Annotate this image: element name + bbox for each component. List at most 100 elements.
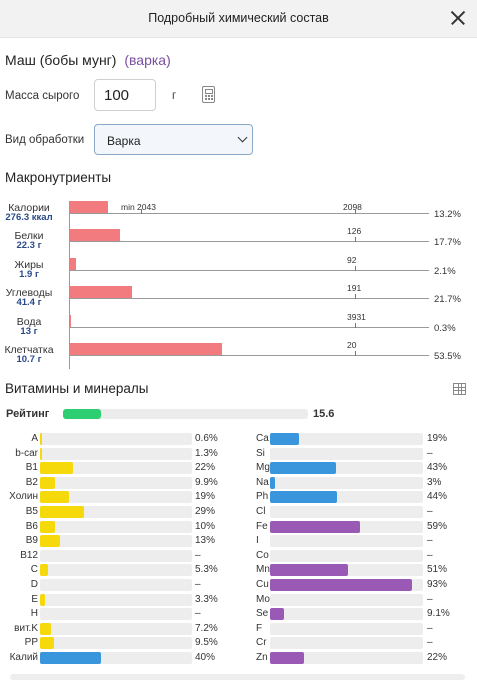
- macro-value: 1.9 г: [19, 268, 39, 280]
- nutrient-fill: [270, 462, 336, 475]
- processing-selected: Варка: [107, 134, 141, 148]
- nutrient-percent: –: [195, 579, 201, 590]
- nutrient-percent: 7.2%: [195, 622, 218, 634]
- macro-norm: 92: [347, 254, 357, 265]
- nutrient-percent: 22%: [195, 462, 216, 474]
- nutrient-name: E: [31, 593, 38, 605]
- nutrient-name: B9: [25, 535, 38, 547]
- calculator-icon[interactable]: [202, 86, 215, 103]
- nutrient-name: C: [30, 564, 38, 576]
- nutrient-name: Zn: [256, 652, 268, 663]
- macro-axis-line: [70, 213, 429, 214]
- nutrient-fill: [40, 652, 101, 664]
- nutrient-bar: [270, 579, 423, 591]
- macro-value: 276.3 ккал: [5, 212, 53, 223]
- rating-bar: [63, 409, 308, 419]
- nutrient-percent: 44%: [427, 491, 448, 503]
- macro-norm-tick: [355, 294, 356, 300]
- mass-label: Масса сырого: [5, 90, 80, 102]
- nutrient-percent: 5.3%: [195, 564, 218, 576]
- nutrient-fill: [270, 476, 275, 489]
- nutrient-fill: [40, 520, 55, 533]
- nutrient-bar: [40, 535, 192, 548]
- dialog-title: Подробный химический состав: [148, 11, 329, 25]
- nutrient-name: Fe: [256, 520, 268, 532]
- mass-input[interactable]: [94, 79, 156, 111]
- nutrient-bar: [40, 520, 192, 533]
- macro-axis-vertical: [69, 201, 70, 370]
- nutrient-name: Co: [256, 549, 269, 561]
- nutrient-bar: [270, 608, 423, 621]
- macro-percent: 21.7%: [434, 294, 461, 306]
- nutrient-bar: [40, 608, 192, 621]
- nutrient-bar: [40, 652, 192, 664]
- nutrient-name: B1: [25, 462, 38, 474]
- macro-norm: 191: [347, 283, 362, 294]
- macro-norm: 3931: [347, 311, 366, 322]
- nutrient-name: Na: [256, 476, 269, 488]
- nutrient-percent: 93%: [427, 579, 448, 590]
- nutrient-bar: [40, 433, 192, 445]
- table-icon[interactable]: [453, 383, 466, 395]
- nutrient-bar: [270, 433, 423, 445]
- macro-norm: 126: [347, 226, 362, 237]
- nutrient-fill: [270, 491, 337, 504]
- nutrient-percent: 9.1%: [427, 608, 450, 620]
- nutrient-name: Cu: [256, 579, 269, 590]
- macro-name: Калории: [8, 202, 50, 214]
- macro-norm: 20: [347, 340, 357, 350]
- nutrient-fill: [40, 462, 73, 475]
- processing-select[interactable]: Варка: [94, 124, 253, 155]
- nutrient-percent: –: [427, 506, 433, 517]
- nutrient-bar: [270, 652, 423, 664]
- nutrient-bar: [270, 549, 423, 562]
- macro-percent: 13.2%: [434, 209, 461, 220]
- nutrient-percent: 9.5%: [195, 637, 218, 649]
- nutrient-fill: [40, 447, 42, 460]
- close-icon[interactable]: [446, 6, 470, 30]
- nutrient-fill: [270, 608, 284, 621]
- nutrient-percent: 51%: [427, 564, 448, 576]
- nutrient-percent: 40%: [195, 652, 216, 663]
- rating-fill: [63, 409, 101, 419]
- nutrient-percent: 1.3%: [195, 447, 218, 459]
- macro-max-label: 2098: [343, 202, 362, 212]
- macro-min-label: min 2043: [121, 202, 156, 212]
- chevron-down-icon: [237, 132, 248, 143]
- nutrient-percent: 3.3%: [195, 593, 218, 605]
- nutrient-percent: –: [427, 622, 433, 634]
- nutrient-name: Se: [256, 608, 269, 620]
- macro-axis-line: [70, 241, 429, 243]
- nutrient-fill: [270, 564, 348, 577]
- nutrient-fill: [40, 476, 55, 489]
- macro-axis-line: [70, 326, 429, 328]
- nutrient-percent: 19%: [195, 491, 216, 503]
- nutrient-name: I: [256, 535, 259, 547]
- rating-label: Рейтинг: [6, 408, 50, 420]
- scroll-divider: [10, 674, 465, 680]
- nutrient-name: Ca: [256, 433, 269, 444]
- macro-name: Вода: [16, 315, 42, 328]
- nutrient-fill: [40, 433, 42, 445]
- macro-name: Жиры: [14, 258, 44, 271]
- food-name: Маш (бобы мунг): [5, 52, 117, 68]
- nutrient-bar: [270, 564, 423, 577]
- nutrient-fill: [270, 520, 360, 533]
- nutrient-bar: [40, 491, 192, 504]
- nutrient-bar: [40, 549, 192, 562]
- nutrient-bar: [40, 462, 192, 475]
- nutrient-bar: [270, 520, 423, 533]
- nutrient-fill: [40, 637, 54, 650]
- nutrient-percent: 3%: [427, 476, 442, 488]
- nutrient-percent: 29%: [195, 506, 216, 517]
- nutrient-bar: [270, 476, 423, 489]
- nutrient-name: B2: [25, 476, 38, 488]
- macro-name: Белки: [14, 230, 44, 243]
- nutrient-fill: [40, 564, 48, 577]
- nutrient-bar: [270, 535, 423, 548]
- nutrient-percent: –: [427, 535, 433, 547]
- nutrient-name: Холин: [9, 491, 38, 503]
- macro-bar: [70, 343, 222, 356]
- nutrient-fill: [270, 433, 299, 445]
- nutrient-name: PP: [24, 637, 38, 649]
